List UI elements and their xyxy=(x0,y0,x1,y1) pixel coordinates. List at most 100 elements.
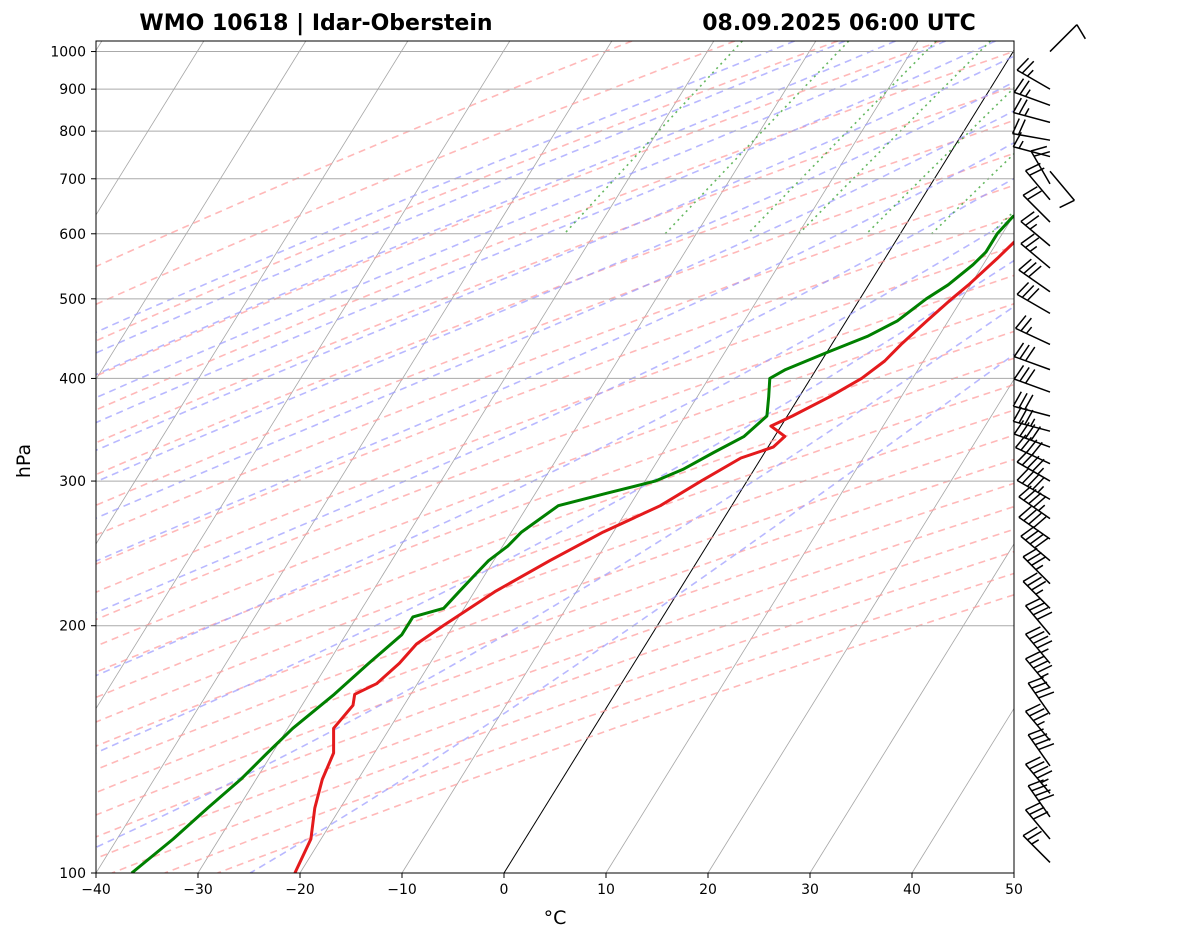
dewpoint-profile xyxy=(130,214,1014,873)
wind-barb xyxy=(1027,676,1055,715)
wind-barb xyxy=(1022,826,1051,863)
x-tick-label: 0 xyxy=(500,882,509,898)
y-tick-label: 200 xyxy=(59,619,86,635)
wind-barb xyxy=(1016,282,1051,315)
dry-adiabat-line xyxy=(96,184,1014,536)
isotherm-line xyxy=(96,41,613,873)
x-tick-label: −30 xyxy=(183,882,213,898)
dry-adiabat-line xyxy=(96,215,1014,565)
dry-adiabat-line xyxy=(96,383,1014,723)
isotherm-line xyxy=(809,543,1014,873)
dry-adiabat-line xyxy=(96,85,1014,444)
y-tick-label: 100 xyxy=(59,866,86,882)
wind-barb xyxy=(1022,547,1051,585)
mixing-ratio-line xyxy=(664,41,850,235)
dry-adiabat-line xyxy=(96,245,1014,594)
isotherm-line xyxy=(911,707,1014,873)
wind-barb xyxy=(1014,315,1051,346)
mixing-ratio-line xyxy=(1121,41,1181,234)
dry-adiabat-line xyxy=(96,458,1014,794)
wind-barb xyxy=(1018,485,1051,520)
x-axis-label: °C xyxy=(544,907,567,929)
sounding-profiles xyxy=(130,214,1014,873)
y-tick-label: 400 xyxy=(59,371,86,387)
wind-barb xyxy=(1013,364,1051,393)
x-tick-label: −20 xyxy=(285,882,315,898)
dry-adiabat-line xyxy=(96,409,1014,747)
wind-barb xyxy=(1012,391,1051,417)
mixing-ratio-line xyxy=(865,86,1014,235)
dry-adiabat-line xyxy=(96,482,1014,816)
isotherm-line xyxy=(197,41,715,873)
wind-barb xyxy=(1022,186,1051,223)
mixing-ratio-line xyxy=(563,41,743,235)
wind-barb xyxy=(1024,756,1053,794)
y-axis-label: hPa xyxy=(13,444,35,478)
moist-adiabat-line xyxy=(96,141,1014,562)
dry-adiabat-line xyxy=(96,41,736,306)
chart-title-station: WMO 10618 | Idar-Oberstein xyxy=(139,11,492,36)
mixing-ratio-line xyxy=(747,41,937,235)
y-tick-label: 500 xyxy=(59,292,86,308)
dry-adiabat-line xyxy=(96,119,1014,476)
moist-adiabat-line xyxy=(96,177,1014,614)
x-tick-label: −40 xyxy=(81,882,111,898)
wind-barb xyxy=(1027,779,1055,818)
wind-barb xyxy=(1016,57,1051,90)
wind-barb xyxy=(1024,597,1053,636)
x-tick-label: −10 xyxy=(387,882,417,898)
y-tick-label: 900 xyxy=(59,82,86,98)
wind-barb xyxy=(1024,703,1051,741)
x-tick-label: 10 xyxy=(597,882,615,898)
x-tick-label: 40 xyxy=(903,882,921,898)
wind-barb xyxy=(1020,211,1051,247)
wind-barb xyxy=(1018,505,1051,540)
x-tick-label: 30 xyxy=(801,882,819,898)
wind-barb xyxy=(1013,78,1051,107)
isotherm-line xyxy=(707,378,1014,873)
plot-frame xyxy=(95,40,1015,874)
wind-barb xyxy=(1013,419,1051,448)
wind-barb xyxy=(1024,801,1051,840)
wind-barb xyxy=(1049,24,1086,53)
dry-adiabat-line xyxy=(96,152,1014,507)
wind-barb xyxy=(1024,162,1051,201)
wind-barb xyxy=(1012,97,1051,124)
wind-barb xyxy=(1024,626,1053,664)
x-tick-label: 20 xyxy=(699,882,717,898)
wind-barb xyxy=(1027,728,1055,767)
wind-barb xyxy=(1020,233,1051,269)
dry-adiabat-line xyxy=(96,330,1014,673)
moist-adiabat-line xyxy=(96,259,1014,754)
moist-adiabat-line xyxy=(96,41,846,354)
wind-barb xyxy=(1013,342,1051,371)
moist-adiabat-line xyxy=(96,81,1014,483)
isotherm-line xyxy=(96,41,409,545)
wind-barb xyxy=(1018,258,1051,293)
background-lines xyxy=(96,41,1181,873)
moist-adiabat-line xyxy=(96,109,1014,520)
y-tick-label: 300 xyxy=(59,474,86,490)
isotherm-line xyxy=(96,41,511,710)
isotherm-line xyxy=(96,41,307,381)
dry-adiabat-line xyxy=(96,41,633,268)
wind-barb xyxy=(1049,170,1076,209)
x-axis: −40 −30 −20 −10 0 10 20 30 40 50 xyxy=(81,873,1023,898)
wind-barb xyxy=(1012,406,1051,432)
moist-adiabat-line xyxy=(96,41,896,376)
moist-adiabat-line xyxy=(96,55,1014,452)
wind-barb xyxy=(1016,467,1051,501)
mixing-ratio-line xyxy=(1068,41,1181,234)
dry-adiabat-line xyxy=(96,50,1014,411)
y-tick-label: 700 xyxy=(59,172,86,188)
moist-adiabat-line xyxy=(96,41,795,334)
wind-barb xyxy=(1022,572,1051,609)
moist-adiabat-line xyxy=(96,216,1014,677)
mixing-ratio-line xyxy=(1034,41,1181,234)
isotherm-line xyxy=(605,214,1014,873)
dry-adiabat-line xyxy=(96,357,1014,699)
y-axis: 1000 900 800 700 600 500 400 300 200 100 xyxy=(50,45,96,882)
dry-adiabat-line xyxy=(96,302,1014,647)
temperature-profile xyxy=(293,240,1014,873)
